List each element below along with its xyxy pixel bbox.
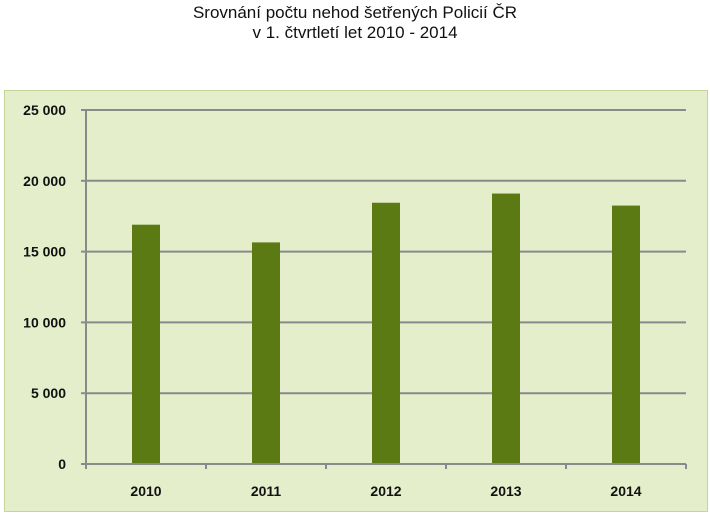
y-tick-label-5000: 5 000: [31, 385, 66, 401]
y-tick-label-0: 0: [58, 456, 66, 472]
x-tick-label-2011: 2011: [251, 483, 282, 499]
x-tick-label-2013: 2013: [490, 483, 521, 499]
chart-title-block: Srovnání počtu nehod šetřených Policií Č…: [0, 3, 710, 43]
bar-2010: [132, 224, 160, 464]
chart-title: Srovnání počtu nehod šetřených Policií Č…: [192, 3, 518, 22]
chart-area: [4, 90, 708, 512]
bar-2013: [492, 193, 520, 464]
chart-subtitle: v 1. čtvrtletí let 2010 - 2014: [252, 23, 458, 42]
bar-2011: [252, 242, 280, 464]
x-tick-label-2012: 2012: [370, 483, 401, 499]
y-tick-label-25000: 25 000: [23, 102, 66, 118]
x-tick-label-2014: 2014: [610, 483, 641, 499]
x-tick-label-2010: 2010: [130, 483, 161, 499]
bar-2014: [612, 205, 640, 464]
y-tick-label-20000: 20 000: [23, 173, 66, 189]
y-tick-label-10000: 10 000: [23, 314, 66, 330]
y-tick-label-15000: 15 000: [23, 244, 66, 260]
bar-2012: [372, 202, 400, 465]
